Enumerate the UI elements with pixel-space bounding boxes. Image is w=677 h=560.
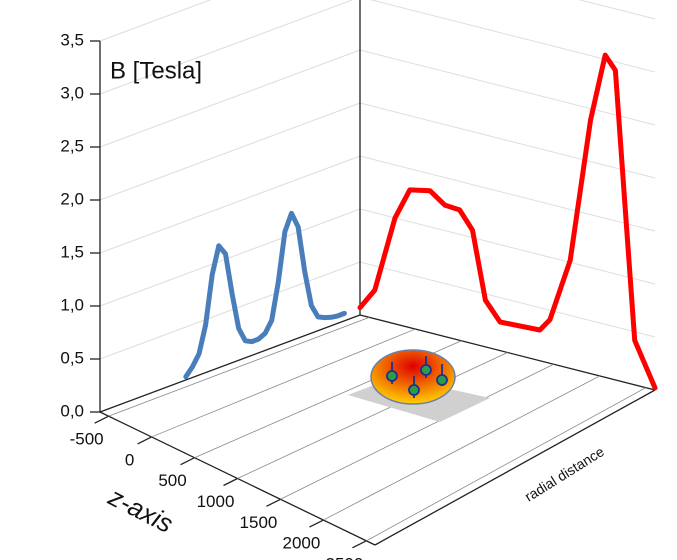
grid-line — [359, 102, 656, 179]
grid-line — [359, 208, 656, 285]
x-tick — [180, 457, 195, 466]
x-tick — [223, 477, 238, 487]
grid-line — [99, 0, 212, 42]
x-tick — [352, 540, 367, 549]
grid-line — [359, 261, 656, 338]
grid-line — [323, 375, 600, 521]
grid-line — [359, 49, 656, 126]
annotation: B [Tesla] — [110, 57, 202, 84]
y-tick-label: 0,5 — [60, 348, 84, 367]
x-tick — [137, 436, 152, 445]
y-tick-label: 3,0 — [60, 83, 84, 102]
grid-line — [108, 316, 370, 417]
plot-frame — [90, 0, 656, 549]
grid-line — [99, 0, 354, 95]
x-tick-label: 1000 — [197, 492, 235, 511]
y-tick-label: 2,0 — [60, 189, 84, 208]
x-tick-label: -500 — [70, 430, 104, 449]
x-tick-label: 500 — [158, 471, 186, 490]
frame-edge — [374, 389, 656, 546]
y-tick-label: 1,0 — [60, 295, 84, 314]
grid-line — [99, 155, 361, 254]
y-tick-label: 1,5 — [60, 242, 84, 261]
spin-icons — [386, 356, 448, 398]
grid-line — [578, 0, 656, 20]
x-tick-label: 0 — [125, 450, 134, 469]
series-line — [183, 210, 347, 380]
r-axis-label: radial distance — [522, 443, 607, 505]
x-tick-label: 2000 — [283, 534, 321, 553]
x-tick — [94, 415, 109, 424]
grid-line — [280, 363, 554, 500]
grid-line — [151, 328, 416, 438]
y-tick-label: 0,0 — [60, 401, 84, 420]
grid-line — [99, 208, 361, 307]
frame-edge — [99, 314, 361, 413]
x-tick — [309, 519, 324, 528]
grid-line — [99, 49, 361, 148]
grid-line — [99, 261, 361, 360]
x-tick-label: 2500 — [325, 554, 363, 560]
grid-line — [359, 155, 656, 232]
grid-line — [99, 102, 361, 201]
grid-line — [366, 387, 646, 542]
y-tick-label: 3,5 — [60, 30, 84, 49]
x-tick — [266, 498, 281, 507]
y-tick-label: 2,5 — [60, 136, 84, 155]
x-tick-label: 1500 — [240, 513, 278, 532]
series-line — [357, 52, 658, 391]
grid-line — [237, 352, 508, 479]
